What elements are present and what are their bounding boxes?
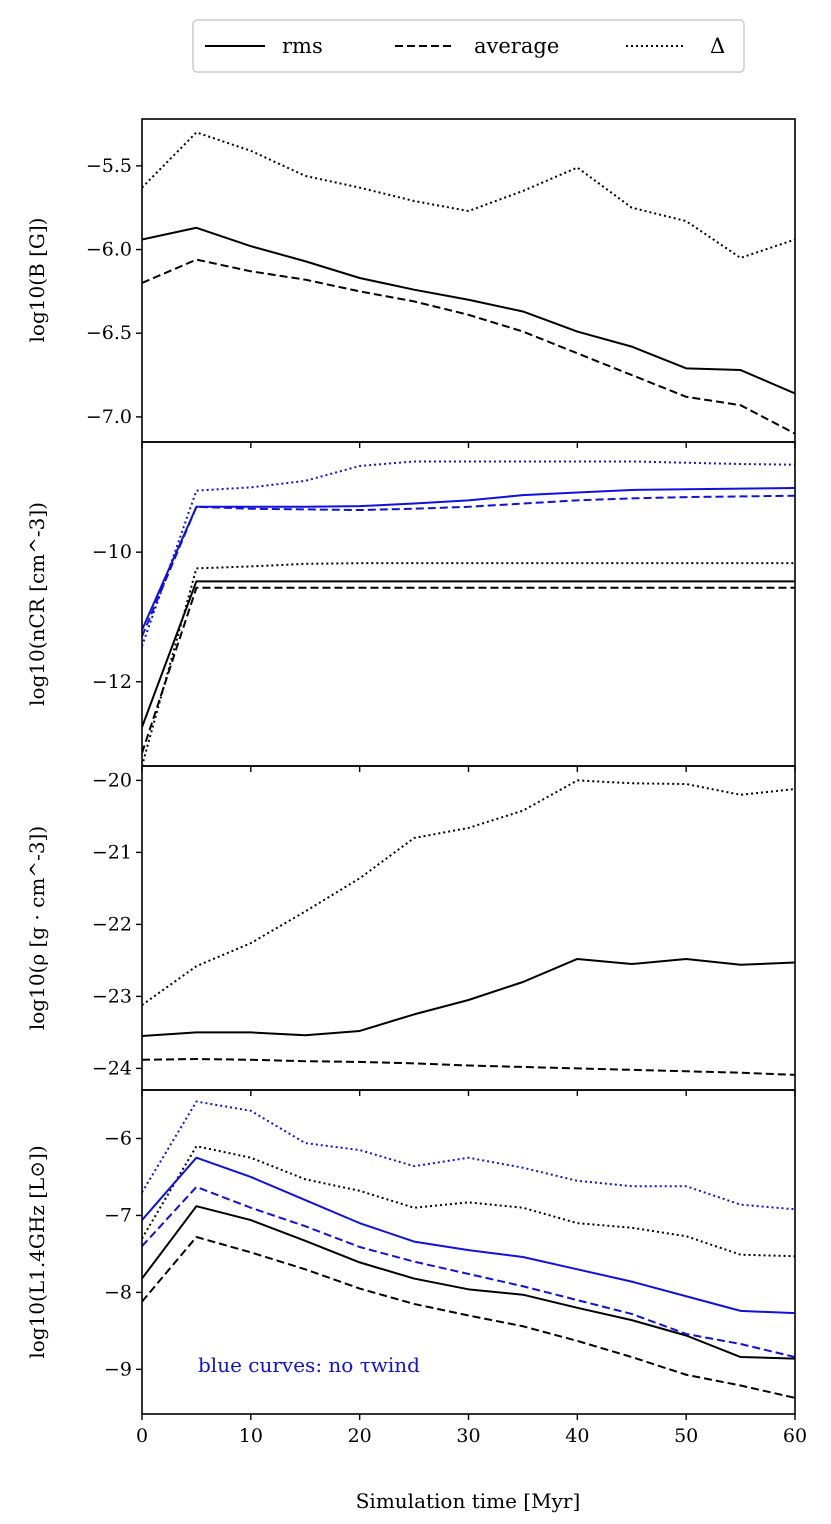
- series-line-blue-dotted: [142, 1100, 795, 1211]
- y-tick-label: −12: [92, 671, 132, 693]
- series-line-black-solid: [142, 226, 795, 395]
- ylabel-cosmic-ray-density: log10(nCR [cm^-3]): [25, 502, 49, 706]
- axes-frame: [141, 765, 796, 1091]
- y-tick-label: −23: [92, 985, 132, 1007]
- y-tick-label: −6: [104, 1127, 132, 1149]
- panel-magnetic-field: −7.0 −6.5 −6.0 −5.5: [86, 118, 796, 448]
- x-tick-label: 20: [348, 1425, 372, 1447]
- legend-frame: [192, 19, 745, 73]
- series-group: [142, 460, 795, 766]
- series-line-black-solid: [142, 580, 795, 728]
- panel-cosmic-ray-density: −12 −10: [92, 441, 796, 772]
- series-line-black-dotted: [142, 779, 795, 1006]
- y-tick-label: −20: [92, 769, 132, 791]
- x-tick-label: 30: [456, 1425, 480, 1447]
- y-tick-label: −22: [92, 913, 132, 935]
- x-tick-label: 0: [136, 1425, 148, 1447]
- ylabel-magnetic-field: log10(B [G]): [25, 218, 49, 343]
- series-line-black-dashed: [142, 258, 795, 435]
- axes-frame: [141, 441, 796, 767]
- series-line-black-dashed: [142, 1235, 795, 1399]
- series-group: [142, 779, 795, 1076]
- panel-radio-luminosity: −9 −8 −7 −6 0 10 20 30 40 50 60: [104, 1089, 807, 1447]
- x-tick-label: 10: [239, 1425, 263, 1447]
- series-line-black-dotted: [142, 131, 795, 259]
- y-tick-label: −5.5: [86, 155, 132, 177]
- y-tick-label: −7: [104, 1204, 132, 1226]
- series-line-black-solid: [142, 957, 795, 1037]
- series-line-blue-dashed: [142, 494, 795, 637]
- ylabel-gas-density: log10(ρ [g · cm^-3]): [25, 826, 49, 1030]
- y-tick-label: −10: [92, 541, 132, 563]
- annotation-blue-curves: blue curves: no τwind: [198, 1353, 420, 1377]
- x-tick-label: 60: [783, 1425, 807, 1447]
- y-tick-label: −21: [92, 841, 132, 863]
- y-tick-label: −9: [104, 1358, 132, 1380]
- series-group: [142, 1100, 795, 1399]
- x-tick-label: 50: [674, 1425, 698, 1447]
- series-line-black-dotted: [142, 1145, 795, 1258]
- legend-label-delta: Δ: [710, 34, 725, 58]
- xlabel: Simulation time [Myr]: [356, 1489, 581, 1513]
- y-tick-label: −7.0: [86, 406, 132, 428]
- legend: rms average Δ: [192, 19, 745, 73]
- series-line-blue-dashed: [142, 1185, 795, 1359]
- legend-label-average: average: [474, 34, 559, 58]
- y-tick-label: −6.5: [86, 322, 132, 344]
- series-line-black-solid: [142, 1205, 795, 1360]
- panel-gas-density: −24 −23 −22 −21 −20: [92, 765, 796, 1096]
- series-line-blue-solid: [142, 487, 795, 631]
- x-tick-label: 40: [565, 1425, 589, 1447]
- axes-frame: [141, 118, 796, 443]
- series-group: [142, 131, 795, 435]
- series-line-black-dotted: [142, 562, 795, 766]
- y-tick-label: −24: [92, 1057, 132, 1079]
- series-line-blue-solid: [142, 1156, 795, 1315]
- legend-label-rms: rms: [282, 34, 323, 58]
- series-line-black-dashed: [142, 586, 795, 754]
- ylabel-radio-luminosity: log10(L1.4GHz [L⊙]): [25, 1145, 49, 1358]
- y-tick-label: −6.0: [86, 239, 132, 261]
- series-line-black-dashed: [142, 1058, 795, 1076]
- y-tick-label: −8: [104, 1281, 132, 1303]
